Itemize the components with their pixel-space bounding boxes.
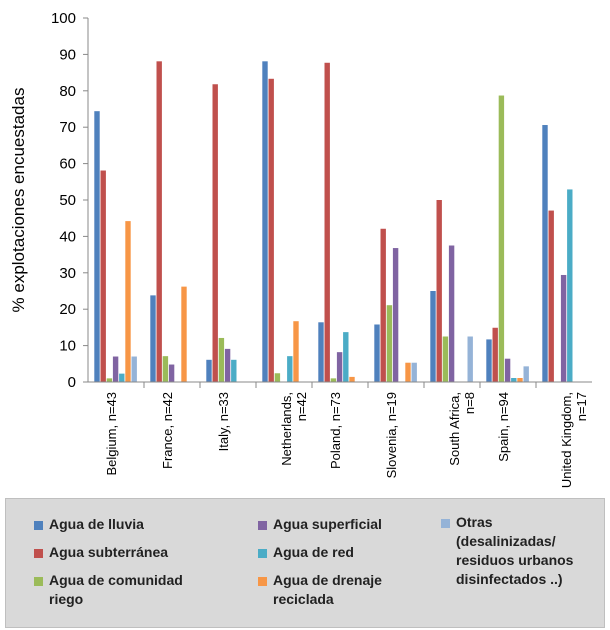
- y-axis-ticks: 0 10 20 30 40 50 60 70 80 90 100: [51, 10, 88, 391]
- bar: [150, 295, 156, 382]
- category-labels: Belgium, n=43 France, n=42 Italy, n=33 Neth…: [104, 382, 589, 488]
- legend-item: Agua de drenaje reciclada: [258, 571, 382, 609]
- bar: [411, 362, 417, 382]
- bar: [349, 376, 355, 382]
- bar: [448, 245, 455, 382]
- bar: [287, 356, 293, 382]
- bar: [548, 210, 554, 382]
- legend-swatch: [34, 521, 43, 530]
- legend: Agua de lluvia Agua subterránea Agua de co…: [5, 498, 605, 628]
- bar-chart: 0 10 20 30 40 50 60 70 80 90 100 Belgium, n=43 Fran…: [9, 10, 592, 488]
- bar: [262, 61, 268, 382]
- bar: [268, 78, 274, 382]
- bar: [156, 61, 162, 382]
- bar: [162, 356, 169, 382]
- legend-label: Agua de lluvia: [49, 516, 144, 532]
- bar: [212, 84, 218, 382]
- x-category-label: France, n=42: [160, 392, 175, 469]
- bar: [405, 362, 411, 382]
- legend-label: Agua subterránea: [49, 544, 169, 560]
- legend-swatch: [258, 521, 267, 530]
- y-tick-label: 50: [59, 192, 76, 209]
- bar: [112, 356, 119, 382]
- x-category-label: Italy, n=33: [216, 392, 231, 451]
- bar: [523, 366, 529, 382]
- legend-label: Agua de red: [273, 544, 354, 560]
- bar: [274, 373, 281, 382]
- legend-swatch: [441, 519, 450, 528]
- bar: [374, 324, 380, 382]
- legend-item: Agua de red: [258, 543, 354, 562]
- legend-label: Agua superficial: [273, 516, 382, 532]
- legend-swatch: [34, 549, 43, 558]
- y-tick-label: 60: [59, 156, 76, 173]
- y-tick-label: 80: [59, 83, 76, 100]
- x-category-label: Poland, n=73: [328, 392, 343, 469]
- bar: [467, 336, 473, 382]
- bar: [318, 322, 324, 382]
- bar: [567, 189, 573, 382]
- y-tick-label: 90: [59, 46, 76, 63]
- x-category-label: Belgium, n=43: [104, 392, 119, 475]
- legend-item: Agua de lluvia: [34, 515, 144, 534]
- bar: [94, 111, 100, 383]
- bar: [386, 305, 393, 382]
- legend-label: Otras (desalinizadas/ residuos urbanos d…: [456, 514, 574, 587]
- legend-swatch: [34, 577, 43, 586]
- bar: [517, 378, 523, 382]
- bar: [392, 248, 399, 382]
- bar: [231, 359, 237, 382]
- bar: [542, 125, 548, 383]
- y-tick-label: 20: [59, 301, 76, 318]
- bar: [486, 339, 492, 382]
- x-category-label: Netherlands,n=42: [279, 392, 309, 466]
- legend-label: Agua de drenaje reciclada: [273, 572, 382, 607]
- bar: [430, 291, 436, 382]
- y-tick-label: 30: [59, 265, 76, 282]
- bar: [106, 378, 113, 382]
- x-category-label: United Kingdom,n=17: [559, 392, 589, 488]
- bar: [131, 356, 137, 382]
- bar: [330, 378, 337, 382]
- legend-swatch: [258, 577, 267, 586]
- bar: [504, 358, 511, 382]
- bar: [218, 337, 225, 382]
- y-tick-label: 40: [59, 228, 76, 245]
- x-category-label: Slovenia, n=19: [384, 392, 399, 478]
- legend-item: Agua de comunidad riego: [34, 571, 183, 609]
- bar: [168, 364, 175, 382]
- bar: [181, 286, 187, 382]
- y-axis-title: % explotaciones encuestadas: [9, 88, 28, 313]
- legend-swatch: [258, 549, 267, 558]
- y-tick-label: 70: [59, 119, 76, 136]
- bar: [498, 95, 505, 382]
- bar: [380, 228, 386, 382]
- bar: [324, 62, 330, 383]
- bar: [436, 200, 442, 382]
- bar: [560, 274, 567, 382]
- bar: [442, 336, 449, 382]
- legend-item: Otras (desalinizadas/ residuos urbanos d…: [441, 513, 573, 589]
- bar: [343, 332, 349, 382]
- y-tick-label: 10: [59, 338, 76, 355]
- bar: [125, 221, 131, 382]
- x-category-label: South Africa,n=8: [447, 392, 477, 466]
- legend-item: Agua subterránea: [34, 543, 168, 562]
- y-tick-label: 100: [51, 10, 76, 27]
- bar: [492, 327, 498, 382]
- bar: [119, 373, 125, 382]
- bar: [293, 321, 299, 382]
- bar: [100, 170, 106, 382]
- legend-item: Agua superficial: [258, 515, 382, 534]
- bar: [336, 352, 343, 382]
- bar: [224, 348, 231, 382]
- y-tick-label: 0: [68, 374, 76, 391]
- legend-label: Agua de comunidad riego: [49, 572, 183, 607]
- x-category-label: Spain, n=94: [496, 392, 511, 462]
- bar: [206, 359, 212, 382]
- bar: [511, 378, 517, 382]
- bar-marks: [94, 61, 573, 383]
